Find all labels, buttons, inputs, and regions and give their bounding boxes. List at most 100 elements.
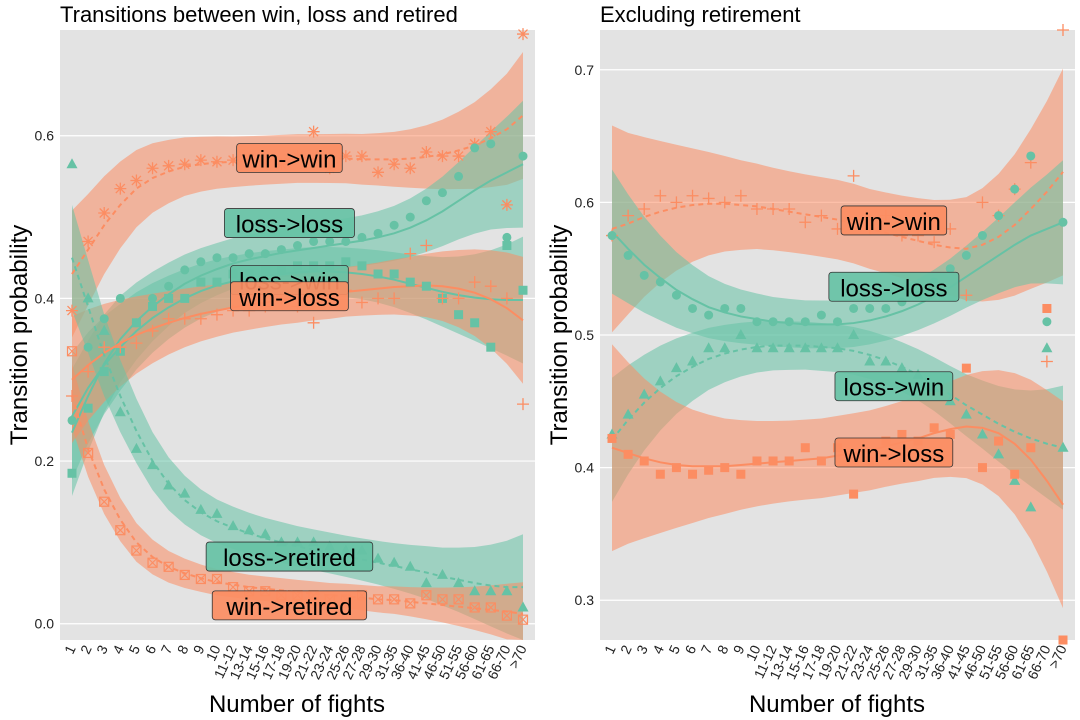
point-shape — [1041, 342, 1053, 353]
loss-to-loss-point — [816, 310, 826, 320]
win-to-win-point — [484, 125, 497, 138]
win-to-loss-point — [945, 429, 955, 439]
point-shape — [752, 317, 762, 327]
left-chart-title: Transitions between win, loss and retire… — [60, 2, 458, 27]
point-shape — [212, 253, 222, 263]
point-shape — [1025, 501, 1037, 512]
point-shape — [373, 594, 383, 605]
loss-to-loss-point — [784, 317, 794, 327]
point-shape — [928, 236, 941, 249]
win-to-loss-point — [1042, 303, 1052, 313]
point-shape — [162, 312, 175, 325]
point-shape — [815, 209, 828, 222]
point-shape — [180, 265, 190, 275]
point-shape — [67, 415, 77, 425]
point-shape — [293, 241, 302, 251]
point-shape — [977, 231, 987, 241]
loss-to-retired-point — [404, 560, 416, 571]
loss-to-win-point — [783, 342, 795, 353]
point-shape — [881, 303, 891, 313]
win-to-win-point — [718, 196, 731, 209]
point-shape — [211, 507, 223, 518]
point-shape — [66, 304, 78, 317]
point-shape — [454, 171, 464, 181]
point-shape — [196, 277, 206, 287]
loss-to-win-label-text: loss->win — [844, 375, 945, 402]
point-shape — [83, 403, 93, 413]
win-to-loss-point — [517, 398, 529, 411]
loss-to-win-point — [421, 281, 431, 291]
win-to-win-point — [960, 289, 973, 302]
loss-to-loss-point — [977, 231, 987, 241]
loss-to-loss-point — [623, 250, 633, 260]
point-shape — [607, 433, 617, 443]
point-shape — [961, 250, 971, 260]
point-shape — [880, 355, 892, 366]
loss-to-win-label-box — [834, 371, 954, 402]
loss-to-loss-point — [1026, 151, 1036, 161]
loss-to-loss-point — [752, 317, 762, 327]
point-shape — [372, 594, 384, 605]
point-shape — [325, 236, 335, 246]
point-shape — [82, 365, 95, 378]
win-to-loss-point — [688, 469, 698, 479]
point-shape — [468, 276, 481, 289]
point-shape — [66, 158, 78, 169]
point-shape — [736, 303, 746, 313]
win-to-loss-point — [671, 463, 681, 473]
point-shape — [501, 610, 512, 621]
win-to-win-point — [670, 196, 683, 209]
point-shape — [687, 355, 699, 366]
point-shape — [1042, 303, 1052, 313]
point-shape — [372, 292, 385, 305]
loss-to-win-point — [67, 468, 77, 478]
win-to-retired-label-box — [211, 590, 368, 621]
loss-to-win-trend-line — [611, 344, 1064, 449]
loss-to-retired-point — [469, 585, 481, 596]
point-shape — [518, 151, 528, 161]
win-to-loss-point — [849, 489, 859, 499]
loss-to-loss-point — [212, 253, 222, 263]
loss-to-loss-point — [720, 303, 730, 313]
loss-to-loss-point — [293, 241, 302, 251]
point-shape — [83, 342, 93, 352]
point-shape — [654, 189, 667, 202]
loss-to-loss-point — [389, 220, 399, 230]
point-shape — [718, 196, 731, 209]
loss-to-retired-point — [517, 601, 529, 612]
loss-to-retired-point — [163, 479, 175, 490]
point-shape — [655, 469, 665, 479]
win-to-loss-point — [655, 469, 665, 479]
win-to-loss-point — [784, 456, 794, 466]
x-tick-label: >70 — [505, 642, 530, 670]
win-to-win-point — [783, 203, 796, 216]
point-shape — [357, 261, 367, 271]
y-tick-label: 0.4 — [575, 460, 595, 476]
point-shape — [735, 329, 747, 339]
win-to-loss-point — [639, 456, 649, 466]
loss-to-loss-point — [486, 139, 496, 149]
win-to-loss-point — [500, 292, 513, 305]
loss-to-loss-point — [276, 245, 286, 255]
win-to-loss-point — [977, 463, 987, 473]
loss-to-retired-point — [82, 292, 94, 303]
win-to-win-point — [98, 207, 111, 219]
loss-to-retired-point — [420, 577, 432, 588]
point-shape — [146, 162, 159, 175]
point-shape — [517, 614, 529, 625]
point-shape — [131, 545, 142, 556]
point-shape — [485, 602, 496, 613]
point-shape — [389, 594, 400, 605]
loss-to-retired-point — [388, 556, 400, 567]
win-to-retired-point — [163, 561, 174, 572]
loss-to-retired-point — [179, 487, 191, 498]
point-shape — [388, 556, 400, 567]
loss-to-retired-point — [227, 520, 239, 531]
point-shape — [388, 158, 401, 171]
loss-to-win-point — [164, 293, 174, 303]
right-x-axis-title: Number of fights — [749, 691, 925, 718]
win-to-retired-point — [485, 602, 496, 613]
loss-to-retired-label-box — [205, 541, 374, 572]
loss-to-win-point — [486, 342, 496, 352]
x-tick-label: 10 — [743, 642, 764, 663]
